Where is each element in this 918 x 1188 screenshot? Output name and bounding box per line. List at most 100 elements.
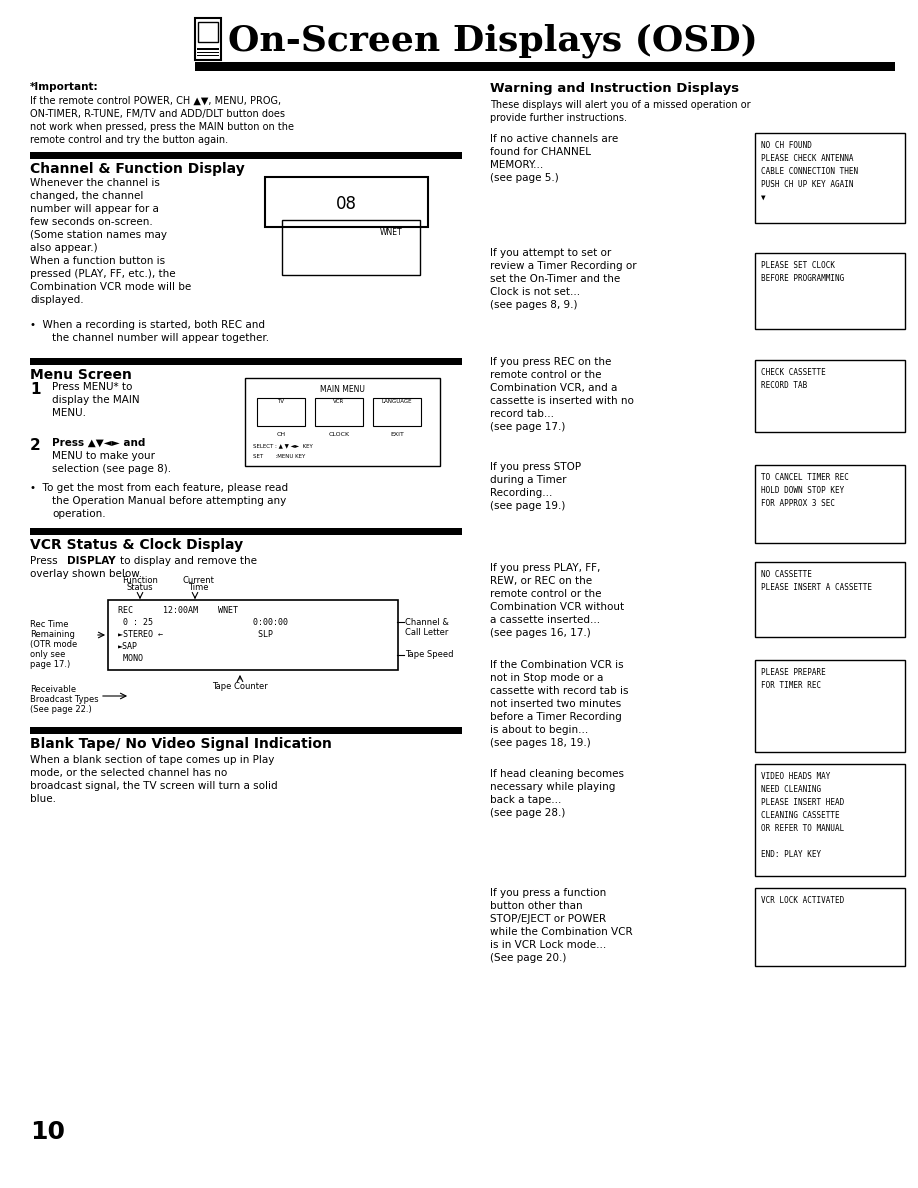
Text: 2: 2 xyxy=(30,438,40,453)
Text: Channel & Function Display: Channel & Function Display xyxy=(30,162,245,176)
Text: LANGUAGE: LANGUAGE xyxy=(382,399,412,404)
Text: few seconds on-screen.: few seconds on-screen. xyxy=(30,217,152,227)
Bar xyxy=(245,378,440,466)
Text: If you attempt to set or: If you attempt to set or xyxy=(490,248,611,258)
Text: during a Timer: during a Timer xyxy=(490,475,566,485)
Text: remote control or the: remote control or the xyxy=(490,369,601,380)
Text: *Important:: *Important: xyxy=(30,82,98,91)
Text: while the Combination VCR: while the Combination VCR xyxy=(490,927,633,937)
Text: CABLE CONNECTION THEN: CABLE CONNECTION THEN xyxy=(761,168,858,176)
Text: MEMORY...: MEMORY... xyxy=(490,160,543,170)
Text: ►STEREO ←                   SLP: ►STEREO ← SLP xyxy=(118,630,273,639)
Text: Current: Current xyxy=(182,576,214,584)
Bar xyxy=(108,600,398,670)
Bar xyxy=(30,358,462,365)
Text: •  When a recording is started, both REC and: • When a recording is started, both REC … xyxy=(30,320,265,330)
Bar xyxy=(265,177,428,227)
Text: CH: CH xyxy=(276,432,285,437)
Text: is about to begin...: is about to begin... xyxy=(490,725,588,735)
Text: cassette with record tab is: cassette with record tab is xyxy=(490,685,629,696)
Text: (see page 19.): (see page 19.) xyxy=(490,501,565,511)
Text: REC      12:00AM    WNET: REC 12:00AM WNET xyxy=(118,606,238,615)
Text: If no active channels are: If no active channels are xyxy=(490,134,618,144)
Text: PLEASE SET CLOCK: PLEASE SET CLOCK xyxy=(761,261,835,270)
Text: MAIN MENU: MAIN MENU xyxy=(319,385,364,394)
Text: SET       :MENU KEY: SET :MENU KEY xyxy=(253,454,306,459)
Text: page 17.): page 17.) xyxy=(30,661,71,669)
Text: provide further instructions.: provide further instructions. xyxy=(490,113,627,124)
Text: 0 : 25                    0:00:00: 0 : 25 0:00:00 xyxy=(118,618,288,627)
Text: Rec Time: Rec Time xyxy=(30,620,69,628)
Text: Receivable: Receivable xyxy=(30,685,76,694)
Text: 08: 08 xyxy=(335,195,356,213)
Bar xyxy=(197,48,219,50)
Text: •  To get the most from each feature, please read: • To get the most from each feature, ple… xyxy=(30,484,288,493)
Text: Channel &: Channel & xyxy=(405,618,449,627)
Text: CLEANING CASSETTE: CLEANING CASSETTE xyxy=(761,811,840,820)
Text: On-Screen Displays (OSD): On-Screen Displays (OSD) xyxy=(228,24,758,58)
Text: VCR: VCR xyxy=(333,399,344,404)
Text: is in VCR Lock mode...: is in VCR Lock mode... xyxy=(490,940,606,950)
Bar xyxy=(282,220,420,274)
Text: not in Stop mode or a: not in Stop mode or a xyxy=(490,672,603,683)
Text: the Operation Manual before attempting any: the Operation Manual before attempting a… xyxy=(52,497,286,506)
Text: WNET: WNET xyxy=(379,228,402,236)
Text: Combination VCR, and a: Combination VCR, and a xyxy=(490,383,618,393)
Text: necessary while playing: necessary while playing xyxy=(490,782,615,792)
Text: (Some station names may: (Some station names may xyxy=(30,230,167,240)
Text: PUSH CH UP KEY AGAIN: PUSH CH UP KEY AGAIN xyxy=(761,181,854,189)
Text: not inserted two minutes: not inserted two minutes xyxy=(490,699,621,709)
Text: Press MENU* to: Press MENU* to xyxy=(52,383,132,392)
Text: (See page 22.): (See page 22.) xyxy=(30,704,92,714)
Bar xyxy=(30,727,462,734)
Text: BEFORE PROGRAMMING: BEFORE PROGRAMMING xyxy=(761,274,845,283)
Text: a cassette inserted...: a cassette inserted... xyxy=(490,615,600,625)
Text: only see: only see xyxy=(30,650,65,659)
Text: PLEASE CHECK ANTENNA: PLEASE CHECK ANTENNA xyxy=(761,154,854,163)
Bar xyxy=(755,253,905,329)
Text: If you press STOP: If you press STOP xyxy=(490,462,581,472)
Text: selection (see page 8).: selection (see page 8). xyxy=(52,465,171,474)
Text: (see pages 8, 9.): (see pages 8, 9.) xyxy=(490,301,577,310)
Bar xyxy=(755,465,905,543)
Text: before a Timer Recording: before a Timer Recording xyxy=(490,712,621,722)
Text: TO CANCEL TIMER REC: TO CANCEL TIMER REC xyxy=(761,473,849,482)
Text: ON-TIMER, R-TUNE, FM/TV and ADD/DLT button does: ON-TIMER, R-TUNE, FM/TV and ADD/DLT butt… xyxy=(30,109,285,119)
Text: CHECK CASSETTE: CHECK CASSETTE xyxy=(761,368,826,377)
Text: If you press PLAY, FF,: If you press PLAY, FF, xyxy=(490,563,600,573)
Text: also appear.): also appear.) xyxy=(30,244,97,253)
Bar xyxy=(195,62,895,71)
Bar xyxy=(30,152,462,159)
Text: mode, or the selected channel has no: mode, or the selected channel has no xyxy=(30,767,228,778)
Text: VCR Status & Clock Display: VCR Status & Clock Display xyxy=(30,538,243,552)
Text: TV: TV xyxy=(277,399,285,404)
Text: remote control or the: remote control or the xyxy=(490,589,601,599)
Text: blue.: blue. xyxy=(30,794,56,804)
Text: MENU to make your: MENU to make your xyxy=(52,451,155,461)
Text: PLEASE PREPARE: PLEASE PREPARE xyxy=(761,668,826,677)
Text: MENU.: MENU. xyxy=(52,407,86,418)
Text: found for CHANNEL: found for CHANNEL xyxy=(490,147,591,157)
Text: Warning and Instruction Displays: Warning and Instruction Displays xyxy=(490,82,739,95)
Bar xyxy=(755,764,905,876)
Text: SELECT : ▲ ▼ ◄►  KEY: SELECT : ▲ ▼ ◄► KEY xyxy=(253,443,313,448)
Text: When a blank section of tape comes up in Play: When a blank section of tape comes up in… xyxy=(30,756,274,765)
Text: 10: 10 xyxy=(30,1120,65,1144)
Text: OR REFER TO MANUAL: OR REFER TO MANUAL xyxy=(761,824,845,833)
Bar xyxy=(755,887,905,966)
Text: EXIT: EXIT xyxy=(390,432,404,437)
Text: not work when pressed, press the MAIN button on the: not work when pressed, press the MAIN bu… xyxy=(30,122,294,132)
Text: Function: Function xyxy=(122,576,158,584)
Bar xyxy=(198,23,218,42)
Text: the channel number will appear together.: the channel number will appear together. xyxy=(52,333,269,343)
Text: Press: Press xyxy=(30,556,61,565)
Text: If the Combination VCR is: If the Combination VCR is xyxy=(490,661,623,670)
Text: PLEASE INSERT A CASSETTE: PLEASE INSERT A CASSETTE xyxy=(761,583,872,592)
Text: Recording...: Recording... xyxy=(490,488,553,498)
Text: Time: Time xyxy=(188,583,208,592)
Text: Press ▲▼◄► and: Press ▲▼◄► and xyxy=(52,438,145,448)
Bar xyxy=(373,398,421,426)
Bar xyxy=(257,398,305,426)
Text: operation.: operation. xyxy=(52,508,106,519)
Bar xyxy=(755,360,905,432)
